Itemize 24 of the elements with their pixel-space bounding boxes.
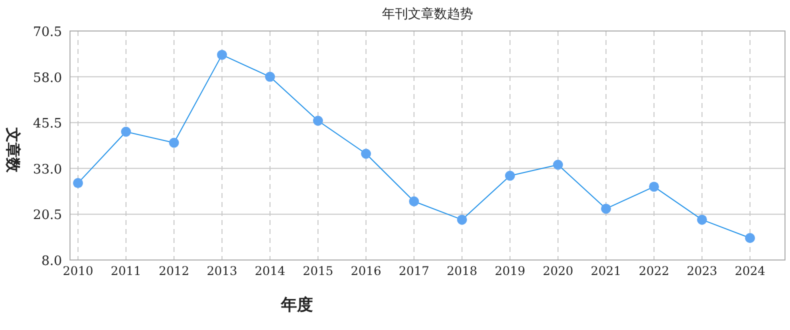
- y-tick-label: 58.0: [33, 70, 62, 86]
- x-tick-label: 2024: [734, 264, 766, 278]
- x-tick-label: 2019: [494, 264, 526, 278]
- x-tick-label: 2014: [254, 264, 286, 278]
- x-tick-label: 2022: [638, 264, 670, 278]
- x-tick-label: 2017: [398, 264, 430, 278]
- x-tick-label: 2016: [350, 264, 382, 278]
- x-tick-label: 2021: [590, 264, 622, 278]
- x-tick-label: 2020: [542, 264, 574, 278]
- x-tick-label: 2013: [206, 264, 238, 278]
- y-tick-label: 8.0: [41, 254, 62, 269]
- x-tick-label: 2012: [158, 264, 190, 278]
- x-tick-label: 2018: [446, 264, 478, 278]
- x-tick-label: 2011: [110, 264, 142, 278]
- x-axis-title: 年度: [280, 295, 313, 314]
- x-tick-label: 2010: [62, 264, 94, 278]
- x-tick-label: 2023: [686, 264, 718, 278]
- y-axis-title: 文章数: [4, 126, 22, 174]
- y-tick-label: 33.0: [33, 162, 62, 178]
- y-tick-label: 20.5: [33, 208, 62, 224]
- x-tick-label: 2015: [302, 264, 334, 278]
- chart-title: 年刊文章数趋势: [382, 7, 473, 22]
- y-tick-label: 45.5: [33, 116, 62, 132]
- y-tick-label: 70.5: [33, 25, 62, 40]
